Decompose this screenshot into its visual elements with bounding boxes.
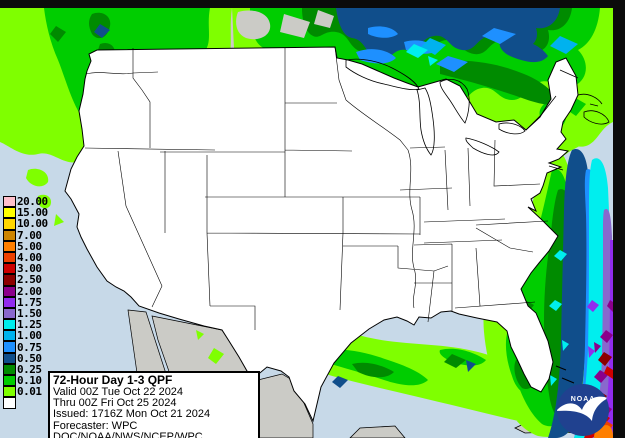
legend-value: 10.00: [17, 217, 48, 231]
legend-swatch: [3, 218, 16, 230]
legend-swatch: [3, 229, 16, 241]
legend-row: 10.00: [3, 217, 48, 231]
legend-swatch: [3, 240, 16, 252]
legend-value: 5.00: [17, 239, 42, 253]
legend-swatch: [3, 386, 16, 398]
precip-level-1-50: [590, 209, 612, 438]
noaa-logo: NOAA: [557, 384, 609, 436]
frame-top: [0, 0, 625, 8]
legend-swatch: [3, 207, 16, 219]
legend-value: 2.50: [17, 273, 42, 287]
legend-row: 1.75: [3, 295, 48, 309]
legend-row: 5.00: [3, 239, 48, 253]
legend-swatch: [3, 363, 16, 375]
legend-swatch: [3, 330, 16, 342]
legend-row: 7.00: [3, 228, 48, 242]
legend-row: 15.00: [3, 206, 48, 220]
legend-swatch: [3, 274, 16, 286]
qpf-legend: 20.00 15.00 10.00 7.00 5.00 4.00 3.00 2.…: [3, 196, 48, 409]
precip-level-1-00: [421, 36, 578, 55]
state-borders: [84, 46, 549, 330]
legend-row: 2.00: [3, 284, 48, 298]
precip-level-1-75: [587, 240, 613, 438]
legend-swatch: [3, 397, 16, 409]
legend-row: 0.75: [3, 340, 48, 354]
legend-row: 20.00: [3, 195, 48, 209]
legend-value: 0.25: [17, 362, 42, 376]
legend-swatch: [3, 375, 16, 387]
legend-value: 0.10: [17, 374, 42, 388]
legend-row: 0.10: [3, 374, 48, 388]
legend-row: [3, 397, 48, 409]
legend-value: 20.00: [17, 195, 48, 209]
legend-swatch: [3, 307, 16, 320]
legend-swatch: [3, 319, 16, 331]
noaa-swoosh-icon: [557, 396, 608, 421]
legend-row: 1.50: [3, 306, 48, 320]
legend-swatch: [3, 341, 16, 353]
legend-value: 15.00: [17, 206, 48, 220]
legend-row: 1.25: [3, 318, 48, 332]
dry-holes-canada: [236, 10, 334, 40]
legend-swatch: [3, 196, 16, 208]
legend-value: 0.75: [17, 340, 42, 354]
legend-value: 2.00: [17, 284, 42, 298]
legend-value: 1.25: [17, 318, 42, 332]
forecast-issued-line: Issued: 1716Z Mon Oct 21 2024: [53, 408, 211, 421]
legend-value: 7.00: [17, 228, 42, 242]
precip-level-5-00: [594, 425, 613, 438]
legend-value: 1.00: [17, 329, 42, 343]
legend-row: 2.50: [3, 273, 48, 287]
legend-row: 1.00: [3, 329, 48, 343]
frame-right: [613, 0, 625, 438]
forecaster-line: Forecaster: WPC: [53, 419, 138, 432]
legend-swatch: [3, 352, 16, 364]
legend-row: 0.25: [3, 362, 48, 376]
legend-value: 3.00: [17, 262, 42, 276]
legend-row: 0.01: [3, 385, 48, 399]
legend-swatch: [3, 285, 16, 297]
legend-row: 4.00: [3, 251, 48, 265]
forecast-info-box: 72-Hour Day 1-3 QPF Valid 00Z Tue Oct 22…: [48, 371, 260, 438]
noaa-logo-text: NOAA: [571, 396, 596, 403]
legend-value: 1.50: [17, 306, 42, 320]
forecast-valid-line: Valid 00Z Tue Oct 22 2024: [53, 385, 184, 398]
legend-value: 1.75: [17, 295, 42, 309]
legend-swatch: [3, 251, 16, 264]
legend-value: 0.50: [17, 351, 42, 365]
legend-swatch: [3, 296, 16, 308]
legend-value: 0.01: [17, 385, 42, 399]
precip-level-0-50: [94, 8, 590, 438]
legend-row: 3.00: [3, 262, 48, 276]
legend-swatch: [3, 263, 16, 275]
legend-value: 4.00: [17, 251, 42, 265]
forecast-title: 72-Hour Day 1-3 QPF: [53, 373, 173, 387]
agency-line: DOC/NOAA/NWS/NCEP/WPC: [53, 431, 203, 438]
legend-row: 0.50: [3, 351, 48, 365]
forecast-thru-line: Thru 00Z Fri Oct 25 2024: [53, 396, 177, 409]
lake-and-canada-coastlines: [345, 58, 610, 171]
